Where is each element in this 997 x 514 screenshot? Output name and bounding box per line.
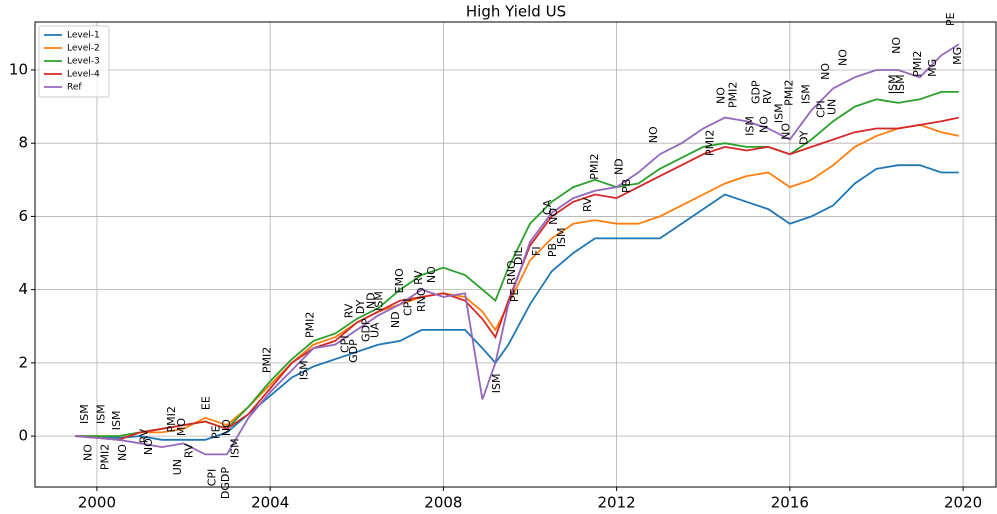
x-tick-label: 2020: [944, 494, 982, 512]
annotation: DY: [354, 299, 367, 314]
annotation: EMO: [393, 268, 406, 293]
annotation: RV: [342, 303, 355, 318]
legend-label: Level-2: [67, 44, 100, 54]
x-tick-label: 2016: [771, 494, 809, 512]
annotation: ISM: [78, 404, 91, 424]
annotation: PMI2: [782, 79, 795, 105]
annotation: CPI: [401, 298, 414, 316]
annotation: MG: [951, 47, 964, 65]
x-tick-label: 2012: [598, 494, 636, 512]
annotation: GDP: [750, 80, 763, 104]
annotation: NO: [425, 266, 438, 283]
annotation: EE: [199, 396, 212, 410]
annotation: NO: [220, 419, 233, 436]
annotation: ISM: [799, 84, 812, 104]
annotation: RV: [761, 89, 774, 104]
annotation: DY: [798, 130, 811, 145]
legend-label: Ref: [67, 83, 82, 93]
annotation: PE: [508, 288, 521, 302]
annotation: DGDP: [219, 467, 232, 499]
y-tick-label: 4: [18, 280, 28, 298]
annotation: GDP: [347, 339, 360, 363]
annotation: ISM: [772, 103, 785, 123]
annotation: ISM: [94, 404, 107, 424]
annotation: NO: [142, 438, 155, 455]
annotation: GDP: [359, 318, 372, 342]
annotation: RV: [412, 270, 425, 285]
x-tick-label: 2008: [424, 494, 462, 512]
annotation: NO: [547, 208, 560, 225]
annotation: MO: [175, 418, 188, 436]
y-tick-label: 8: [18, 134, 28, 152]
annotation: PMI2: [588, 153, 601, 179]
annotation: MG: [926, 59, 939, 77]
legend-label: Level-3: [67, 57, 100, 67]
annotation: ISM: [297, 360, 310, 380]
annotation: NO: [837, 49, 850, 66]
annotation: ISM: [229, 438, 242, 458]
annotation: ISM: [555, 227, 568, 247]
annotation: UN: [171, 459, 184, 475]
annotation: PMI2: [99, 444, 112, 470]
annotation: PB: [546, 243, 559, 257]
annotation: PMI2: [704, 130, 717, 156]
series-line: [75, 43, 960, 456]
annotation: ISM: [110, 411, 123, 431]
annotation: FI: [530, 246, 543, 256]
legend-box: [38, 25, 110, 98]
annotation: PE: [944, 12, 957, 26]
annotation: DIL: [512, 246, 525, 265]
annotation: NO: [757, 116, 770, 133]
annotation: ISM: [372, 291, 385, 311]
legend-label: Level-1: [67, 31, 100, 41]
plot-frame: [34, 21, 997, 488]
annotation: ND: [613, 158, 626, 175]
annotation: PMI2: [727, 82, 740, 108]
y-tick-label: 6: [18, 207, 28, 225]
annotation: RV: [138, 428, 151, 443]
annotation: UA: [368, 322, 381, 338]
annotation: UN: [825, 99, 838, 115]
series-line: [75, 116, 959, 441]
annotation: NO: [819, 63, 832, 80]
annotation: NO: [116, 444, 129, 461]
annotation: RNO: [505, 260, 518, 285]
annotation: CPI: [814, 100, 827, 118]
annotation: PMI2: [911, 51, 924, 77]
annotation: ND: [389, 311, 402, 328]
annotation: PE: [209, 425, 222, 439]
x-tick-label: 2000: [78, 494, 116, 512]
y-tick-label: 10: [9, 60, 28, 78]
annotation: PB: [620, 179, 633, 193]
annotation: NO: [890, 37, 903, 54]
series-line: [75, 164, 959, 441]
chart-title: High Yield US: [466, 3, 566, 21]
annotation: NO: [81, 444, 94, 461]
annotation: ISM: [894, 74, 907, 94]
annotation: ND: [365, 292, 378, 309]
annotation: NO: [647, 126, 660, 143]
legend-label: Level-4: [67, 70, 100, 80]
y-tick-label: 2: [18, 353, 28, 371]
annotation: RV: [183, 443, 196, 458]
annotation: CPI: [206, 469, 219, 487]
annotation: PMI2: [165, 406, 178, 432]
annotation: NO: [714, 87, 727, 104]
annotation: RNO: [415, 287, 428, 312]
annotation: ISM: [743, 116, 756, 136]
annotation: RV: [581, 197, 594, 212]
annotation: PMI2: [261, 347, 274, 373]
x-tick-label: 2004: [251, 494, 289, 512]
annotation: NO: [779, 123, 792, 140]
annotation: ISM: [886, 74, 899, 94]
annotation: PMI2: [303, 312, 316, 338]
annotation: ISM: [490, 374, 503, 394]
y-tick-label: 0: [18, 427, 28, 445]
legend: Level-1 Level-2 Level-3 Level-4 Ref: [38, 25, 110, 98]
annotation: CPI: [339, 335, 352, 353]
annotation: CA: [541, 199, 554, 215]
